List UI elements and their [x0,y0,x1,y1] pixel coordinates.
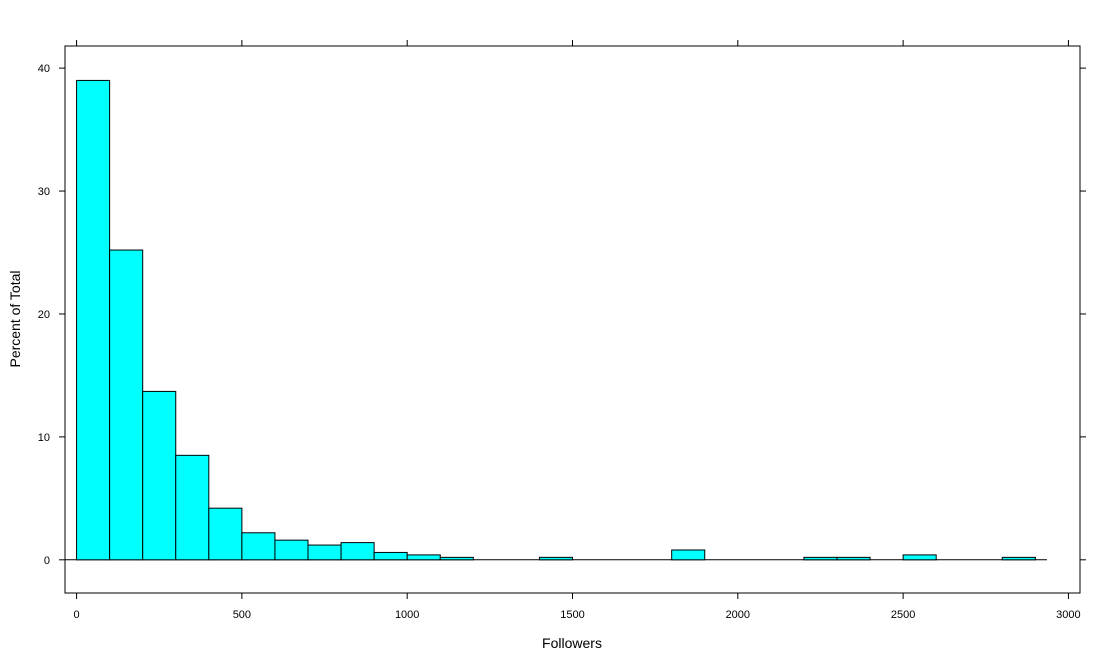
histogram-bar-2800-2900 [1001,556,1036,561]
histogram-bar-0-100 [76,79,111,561]
x-tick-label-1000: 1000 [395,609,419,621]
histogram-bar-400-500 [208,507,243,561]
histogram-bar-2300-2400 [836,556,871,561]
y-tick-label-20: 20 [38,309,50,321]
x-tick-label-3000: 3000 [1056,609,1080,621]
histogram-bar-2200-2300 [803,556,838,561]
y-axis-title: Percent of Total [7,270,23,367]
ticks-group: 0 500 1000 1500 2000 2500 3000 0 10 20 30 40 [38,40,1086,621]
histogram-bar-1000-1100 [406,554,441,561]
histogram-bar-900-1000 [373,551,408,561]
histogram-bar-300-400 [175,454,210,561]
bars-group [76,79,1036,561]
histogram-bar-100-200 [109,249,144,561]
x-axis-title: Followers [542,635,602,651]
y-tick-label-0: 0 [44,555,50,567]
y-tick-label-40: 40 [38,63,50,75]
histogram-bar-600-700 [274,539,309,561]
histogram-bar-2500-2600 [902,554,937,561]
x-tick-label-1500: 1500 [560,609,584,621]
x-tick-label-0: 0 [74,609,80,621]
histogram-bar-1800-1900 [671,549,706,561]
histogram-bar-1100-1200 [439,556,474,561]
histogram-bar-1400-1500 [538,556,573,561]
x-tick-label-2000: 2000 [726,609,750,621]
histogram-bar-800-900 [340,542,375,561]
y-tick-label-30: 30 [38,186,50,198]
x-tick-label-500: 500 [233,609,251,621]
histogram-bar-700-800 [307,544,342,561]
x-tick-label-2500: 2500 [891,609,915,621]
histogram-bar-500-600 [241,532,276,561]
y-tick-label-10: 10 [38,432,50,444]
histogram-bar-200-300 [142,390,177,561]
